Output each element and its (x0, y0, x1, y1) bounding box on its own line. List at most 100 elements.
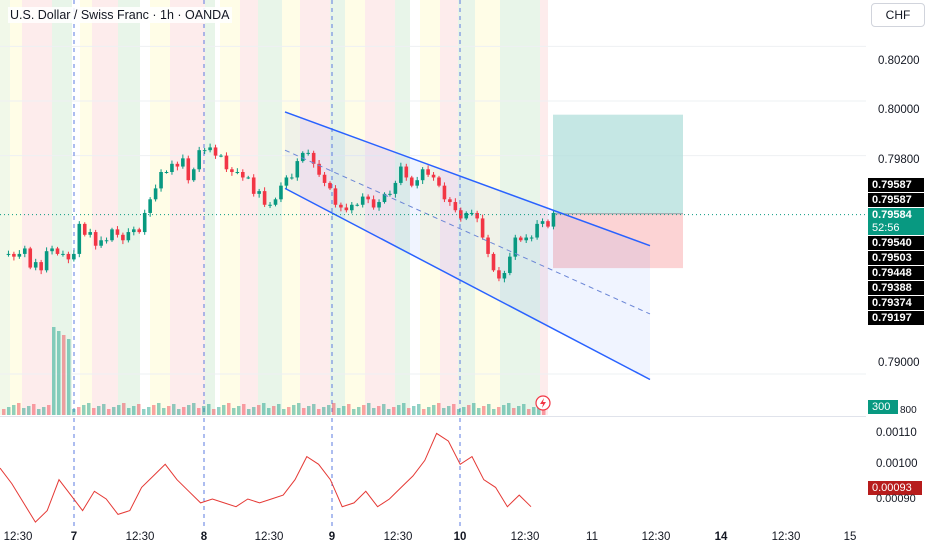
volume-bar (467, 405, 471, 415)
osc-current-tag: 0.00093 (868, 481, 922, 495)
volume-bar (252, 407, 256, 415)
volume-bar (207, 404, 211, 415)
osc-tick-label: 0.00110 (876, 427, 917, 439)
candle-body (246, 177, 251, 179)
volume-bar (62, 335, 66, 415)
oscillator-chart[interactable] (0, 418, 866, 526)
candle-body (333, 188, 338, 205)
candle-body (469, 212, 474, 214)
volume-bar (522, 404, 526, 415)
candle-body (442, 185, 447, 200)
volume-tag: 300 (868, 400, 898, 414)
volume-bar (102, 404, 106, 415)
volume-bar (42, 407, 46, 415)
session-band (118, 0, 140, 415)
volume-bar (412, 406, 416, 415)
candle-body (164, 172, 169, 174)
price-tag: 0.79587 (868, 193, 924, 207)
osc-tick-label: 0.00100 (876, 458, 918, 470)
candle-body (508, 256, 512, 274)
candle-body (181, 158, 185, 167)
candle-body (371, 199, 376, 208)
volume-bar (457, 409, 461, 415)
candle-body (137, 229, 142, 233)
volume-bar (97, 406, 101, 415)
volume-bar (57, 331, 61, 415)
volume-bar (502, 405, 506, 415)
volume-bar (177, 409, 181, 415)
target-zone (553, 114, 683, 214)
candle-body (170, 163, 174, 173)
currency-button[interactable]: CHF (871, 3, 925, 27)
volume-bar (527, 409, 531, 415)
volume-partial-label: 800 (900, 405, 917, 414)
volume-bar (402, 403, 406, 415)
candle-body (344, 207, 349, 211)
session-band (220, 0, 240, 415)
candle-body (355, 204, 360, 206)
price-tag: 0.79388 (868, 281, 924, 295)
volume-bar (422, 409, 426, 415)
time-tick-label: 10 (453, 531, 467, 543)
candle-body (251, 177, 256, 194)
candle-body (366, 196, 370, 200)
candle-body (518, 237, 523, 241)
volume-bar (247, 409, 251, 415)
candle-body (420, 169, 425, 181)
candle-body (448, 199, 452, 203)
candle-body (12, 253, 16, 257)
volume-bar (342, 406, 346, 415)
candle-body (153, 188, 158, 200)
volume-bar (442, 408, 446, 415)
price-chart[interactable] (0, 0, 866, 415)
volume-bar (127, 408, 131, 415)
volume-bar (202, 406, 206, 415)
volume-bar (227, 403, 231, 415)
volume-bar (82, 405, 86, 415)
candle-body (464, 212, 469, 219)
price-tick-label: 0.80200 (878, 55, 920, 67)
candle-body (126, 232, 131, 241)
candle-body (55, 248, 60, 254)
volume-bar (212, 409, 216, 415)
pane-separator[interactable] (0, 416, 866, 417)
volume-bar (257, 405, 261, 415)
volume-bar (307, 406, 311, 415)
price-chart-pane[interactable] (0, 0, 866, 415)
oscillator-pane[interactable] (0, 418, 866, 526)
session-band (10, 0, 22, 415)
candle-body (262, 191, 267, 205)
candle-body (399, 166, 403, 183)
volume-bar (382, 404, 386, 415)
time-tick-label: 14 (714, 531, 728, 543)
time-tick-label: 12:30 (254, 531, 284, 543)
volume-bar (462, 407, 466, 415)
session-band (170, 0, 205, 415)
price-tag: 52:56 (868, 221, 924, 235)
candle-body (44, 251, 49, 271)
candle-body (66, 253, 71, 260)
volume-bar (2, 409, 6, 415)
price-tick-label: 0.79000 (878, 357, 920, 369)
candle-body (241, 172, 245, 178)
candle-body (437, 177, 441, 186)
volume-bar (472, 403, 476, 415)
time-tick-label: 15 (843, 531, 857, 543)
candle-body (61, 253, 65, 255)
candle-body (72, 253, 76, 260)
channel-lower-line (284, 187, 651, 381)
candle-body (350, 204, 354, 211)
volume-bar (482, 406, 486, 415)
time-axis[interactable]: 12:30 7 12:30 8 12:30 9 12:30 10 12:30 11 12:30 14 1… (0, 527, 866, 550)
chart-title[interactable]: U.S. Dollar / Swiss Franc · 1h · OANDA (8, 7, 232, 23)
candle-body (404, 166, 409, 178)
osc-partial-label: 0.00090 (876, 493, 916, 505)
candle-body (257, 191, 261, 194)
volume-bar (377, 406, 381, 415)
volume-bar (237, 406, 241, 415)
time-tick-label: 9 (328, 531, 336, 543)
candle-body (230, 169, 234, 173)
volume-bar (117, 405, 121, 415)
candle-body (486, 237, 490, 254)
volume-bar (142, 409, 146, 415)
